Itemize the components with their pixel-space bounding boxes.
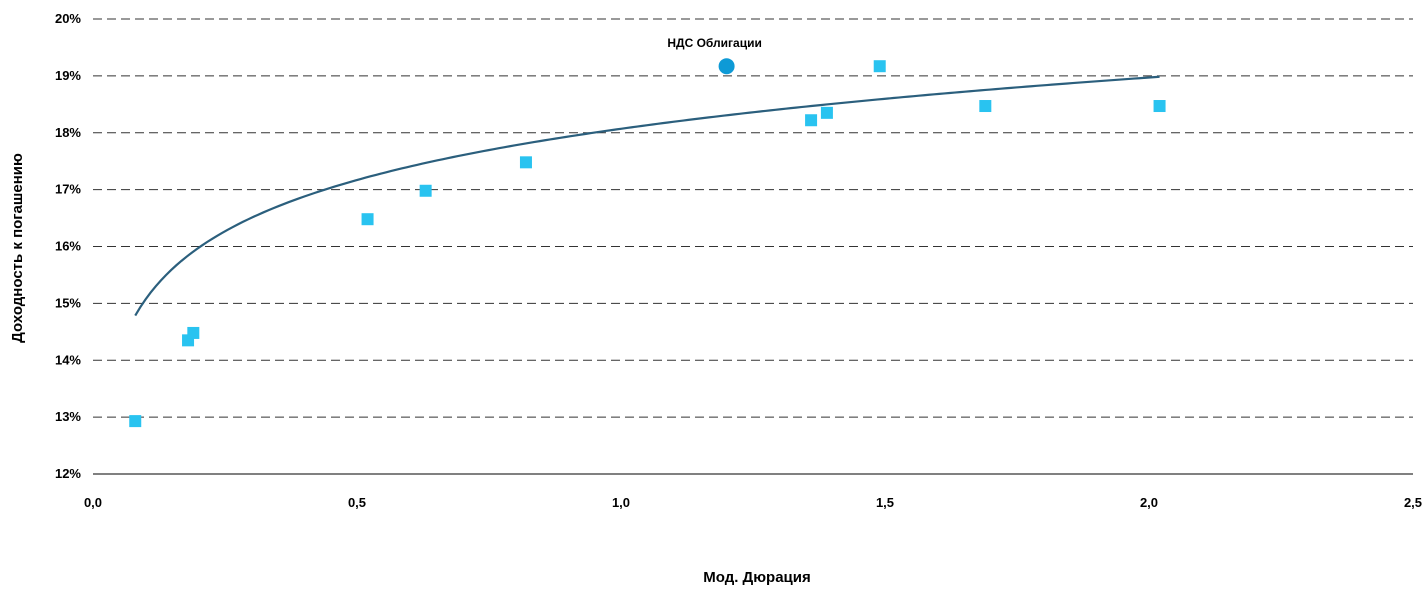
- data-point-square: [805, 114, 818, 127]
- trendline: [134, 75, 1160, 317]
- data-point-square: [979, 100, 992, 113]
- data-point-square: [519, 156, 532, 169]
- x-axis-ticks: 0,0 0,5 1,0 1,5 2,0 2,5: [84, 495, 1422, 510]
- y-tick-label: 18%: [55, 125, 81, 140]
- y-tick-label: 14%: [55, 352, 81, 367]
- data-point-square: [873, 60, 886, 73]
- data-point-square: [187, 326, 200, 339]
- y-tick-label: 17%: [55, 182, 81, 197]
- y-axis-ticks: 12% 13% 14% 15% 16% 17% 18% 19% 20%: [55, 11, 81, 481]
- data-points: [129, 58, 1166, 428]
- x-tick-label: 2,0: [1140, 495, 1158, 510]
- x-tick-label: 2,5: [1404, 495, 1422, 510]
- data-point-circle: [718, 58, 735, 75]
- y-tick-label: 12%: [55, 466, 81, 481]
- annotations: НДС Облигации: [667, 36, 761, 50]
- x-tick-label: 1,5: [876, 495, 894, 510]
- data-point-square: [129, 415, 142, 428]
- y-tick-label: 20%: [55, 11, 81, 26]
- x-tick-label: 0,5: [348, 495, 366, 510]
- y-axis-title: Доходность к погашению: [9, 153, 26, 343]
- y-tick-label: 19%: [55, 68, 81, 83]
- y-tick-label: 16%: [55, 239, 81, 254]
- x-tick-label: 0,0: [84, 495, 102, 510]
- annotation-label: НДС Облигации: [667, 36, 761, 50]
- x-tick-label: 1,0: [612, 495, 630, 510]
- x-axis-title: Мод. Дюрация: [703, 569, 811, 586]
- data-point-square: [361, 213, 374, 226]
- trendline-path: [134, 75, 1160, 317]
- y-tick-label: 13%: [55, 409, 81, 424]
- data-point-square: [419, 184, 432, 197]
- data-point-square: [820, 106, 833, 119]
- data-point-square: [1153, 100, 1166, 113]
- y-tick-label: 15%: [55, 295, 81, 310]
- gridlines: [93, 18, 1413, 418]
